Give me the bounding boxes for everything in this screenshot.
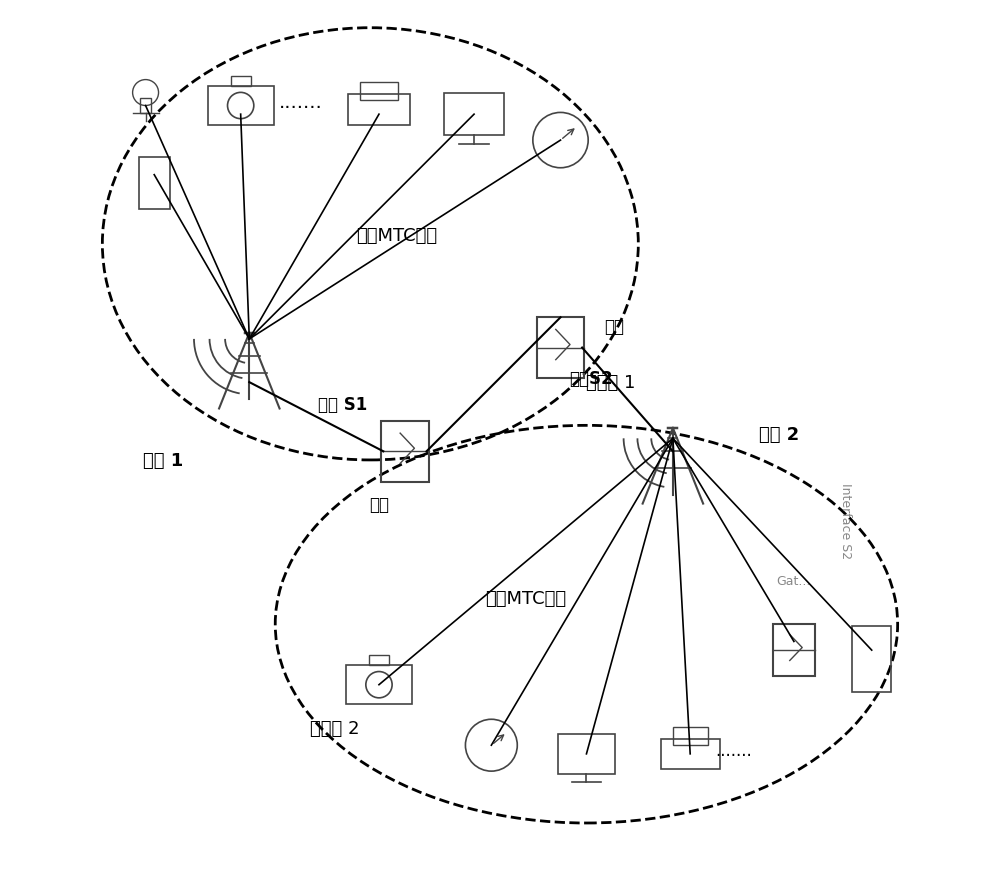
Bar — [346, 665, 412, 705]
Bar — [852, 627, 891, 692]
Text: 作用域 2: 作用域 2 — [310, 719, 359, 737]
Text: 网关: 网关 — [369, 495, 389, 513]
Text: .......: ....... — [715, 740, 752, 759]
Bar — [360, 83, 398, 102]
Text: Gat...: Gat... — [777, 574, 811, 587]
Text: .......: ....... — [279, 93, 323, 111]
Text: 接口 S1: 接口 S1 — [318, 395, 368, 414]
Text: 基站 1: 基站 1 — [143, 452, 183, 470]
Text: 大量MTC设备: 大量MTC设备 — [356, 227, 437, 245]
Text: 基站 2: 基站 2 — [759, 426, 800, 443]
Bar — [208, 87, 274, 126]
Text: 网关: 网关 — [604, 317, 624, 335]
Bar — [444, 94, 504, 136]
Bar — [139, 158, 170, 210]
Bar — [231, 76, 251, 87]
Bar — [140, 98, 151, 114]
Text: 接口S2: 接口S2 — [569, 369, 613, 388]
Bar — [381, 421, 429, 482]
Bar — [537, 318, 584, 378]
Bar — [673, 727, 708, 746]
Text: Interface S2: Interface S2 — [839, 483, 852, 559]
Bar — [348, 96, 410, 126]
Bar — [661, 740, 720, 769]
Text: 作用域 1: 作用域 1 — [586, 374, 636, 392]
Bar — [558, 734, 615, 774]
Bar — [773, 625, 815, 676]
Text: 大量MTC设备: 大量MTC设备 — [485, 589, 566, 607]
Bar — [369, 655, 389, 665]
